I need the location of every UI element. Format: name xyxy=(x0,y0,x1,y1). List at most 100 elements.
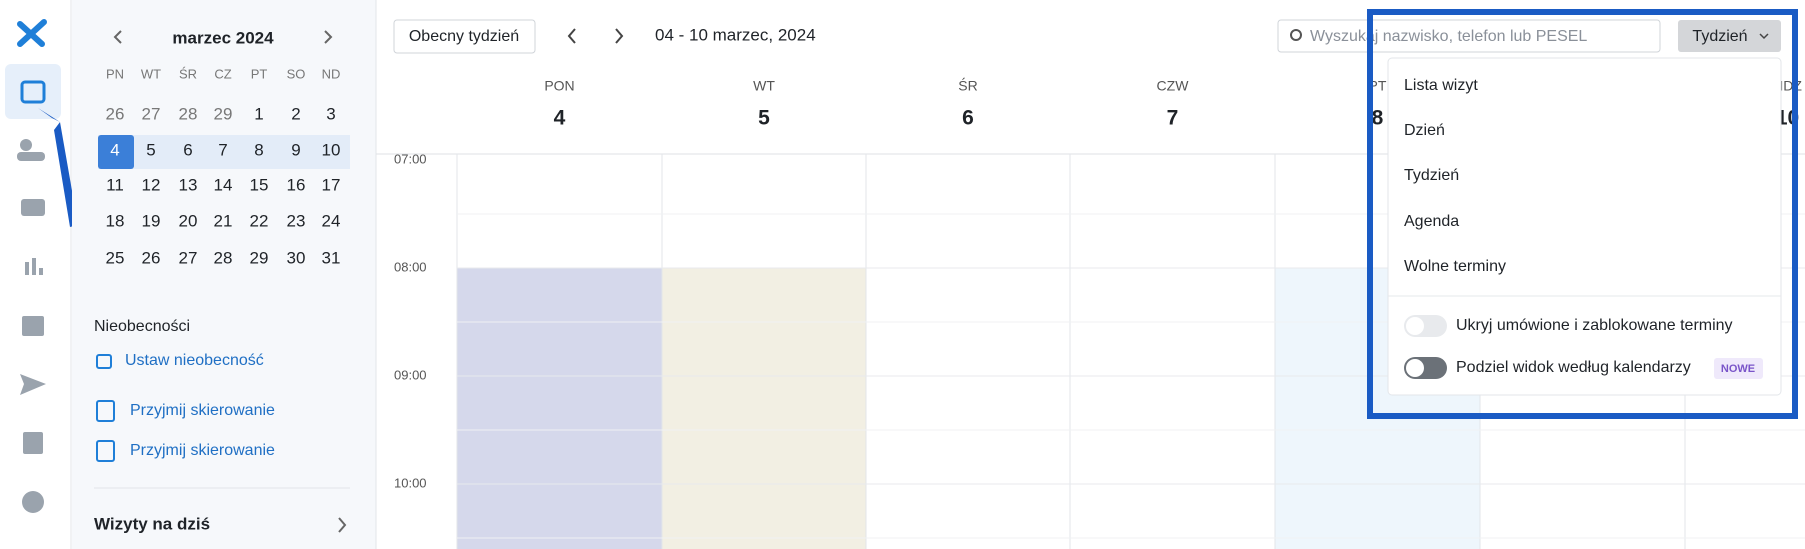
day-number[interactable]: 28 xyxy=(179,104,198,123)
section-title[interactable]: Wizyty na dziś xyxy=(94,514,210,533)
chevron[interactable] xyxy=(338,517,347,533)
icon xyxy=(96,400,115,422)
day-number[interactable]: 3 xyxy=(326,104,335,123)
chevron xyxy=(1759,33,1769,40)
day-number[interactable]: 21 xyxy=(214,211,233,230)
link[interactable]: Ustaw nieobecność xyxy=(125,352,264,369)
day-name: WT xyxy=(753,78,775,94)
day-number[interactable]: 29 xyxy=(250,248,269,267)
menu-item[interactable]: Tydzień xyxy=(1404,167,1459,184)
day-number[interactable]: 31 xyxy=(322,248,341,267)
icon xyxy=(96,354,112,369)
day-name: PT xyxy=(1369,78,1387,94)
day-number[interactable]: 8 xyxy=(254,140,263,159)
weekday-label: WT xyxy=(141,66,161,81)
day-number[interactable]: 19 xyxy=(142,211,161,230)
day-number[interactable]: 22 xyxy=(250,211,269,230)
day-number[interactable]: 10 xyxy=(322,140,341,159)
selected-week xyxy=(98,135,350,169)
day-number[interactable]: 4 xyxy=(110,140,119,159)
event-block xyxy=(457,268,662,549)
nav-list[interactable] xyxy=(22,316,44,336)
day-number[interactable]: 26 xyxy=(142,248,161,267)
day-number[interactable]: 7 xyxy=(218,140,227,159)
current-week-button[interactable] xyxy=(393,19,536,54)
day-number: 5 xyxy=(758,107,770,130)
next-month[interactable] xyxy=(324,30,333,44)
time-label: 08:00 xyxy=(394,259,427,274)
time-label: 07:00 xyxy=(394,151,427,166)
search-box[interactable] xyxy=(1277,19,1661,53)
prev-week[interactable] xyxy=(567,28,576,44)
next-week[interactable] xyxy=(615,28,624,44)
day-number: 7 xyxy=(1167,107,1179,130)
day-number: 8 xyxy=(1372,107,1384,130)
nav-active-bg xyxy=(5,64,61,119)
nav-send[interactable] xyxy=(20,374,46,395)
day-number[interactable]: 11 xyxy=(106,175,124,194)
day-number[interactable]: 24 xyxy=(322,211,341,230)
button-label: Tydzień xyxy=(1692,28,1747,45)
day-number[interactable]: 28 xyxy=(214,248,233,267)
day-number[interactable]: 26 xyxy=(106,104,125,123)
day-number[interactable]: 6 xyxy=(183,140,192,159)
nav-stats[interactable] xyxy=(25,262,29,275)
link[interactable]: Przyjmij skierowanie xyxy=(130,442,275,459)
toggle-label: Ukryj umówione i zablokowane terminy xyxy=(1456,317,1733,334)
nav-messages[interactable] xyxy=(21,199,45,216)
weekday-label: SO xyxy=(287,66,306,81)
weekday-label: ŚR xyxy=(179,66,197,81)
day-number[interactable]: 20 xyxy=(179,211,198,230)
nav-docs[interactable] xyxy=(23,432,43,454)
day-number[interactable]: 29 xyxy=(214,104,233,123)
day-number[interactable]: 5 xyxy=(146,140,155,159)
annotation-box xyxy=(1367,9,1798,419)
logo[interactable] xyxy=(17,19,47,47)
day-name: ŚR xyxy=(958,77,977,94)
day-number[interactable]: 14 xyxy=(214,175,233,194)
day-number[interactable]: 27 xyxy=(179,248,198,267)
nav-stats-bar xyxy=(39,268,43,275)
weekday-label: PT xyxy=(251,66,268,81)
weekday-label: PN xyxy=(106,66,124,81)
day-number[interactable]: 13 xyxy=(179,175,198,194)
nav-calendar[interactable] xyxy=(20,80,46,104)
day-number[interactable]: 30 xyxy=(287,248,306,267)
day-number[interactable]: 16 xyxy=(287,175,306,194)
day-name: CZW xyxy=(1157,78,1190,94)
menu-item[interactable]: Lista wizyt xyxy=(1404,77,1478,94)
time-label: 10:00 xyxy=(394,475,427,490)
day-number[interactable]: 23 xyxy=(287,211,306,230)
nav-patients-body xyxy=(17,152,45,161)
day-number[interactable]: 17 xyxy=(322,175,341,194)
day-number[interactable]: 2 xyxy=(291,104,300,123)
day-number[interactable]: 12 xyxy=(142,175,161,194)
selected-day xyxy=(98,135,134,169)
menu-item[interactable]: Agenda xyxy=(1404,213,1459,230)
annotation-arrow xyxy=(38,108,78,227)
menu-item[interactable]: Wolne terminy xyxy=(1404,258,1506,275)
nav-settings[interactable] xyxy=(22,491,44,513)
toggle-label: Podziel widok według kalendarzy xyxy=(1456,359,1691,376)
link[interactable]: Przyjmij skierowanie xyxy=(130,402,275,419)
nav-patients[interactable] xyxy=(20,139,32,151)
day-number[interactable]: 15 xyxy=(250,175,269,194)
day-number: 6 xyxy=(962,107,974,130)
prev-month[interactable] xyxy=(113,30,122,44)
badge-label: NOWE xyxy=(1721,363,1755,375)
weekday-label: ND xyxy=(322,66,341,81)
day-number[interactable]: 1 xyxy=(254,104,263,123)
day-number[interactable]: 9 xyxy=(291,140,300,159)
month-title: marzec 2024 xyxy=(172,28,274,47)
event-block xyxy=(662,268,866,549)
date-range: 04 - 10 marzec, 2024 xyxy=(655,25,816,44)
day-number[interactable]: 18 xyxy=(106,211,125,230)
day-number[interactable]: 27 xyxy=(142,104,161,123)
icon xyxy=(96,440,115,462)
day-name: PON xyxy=(544,78,574,94)
day-number[interactable]: 25 xyxy=(106,248,125,267)
view-button[interactable] xyxy=(1678,20,1781,52)
menu-item[interactable]: Dzień xyxy=(1404,122,1445,139)
